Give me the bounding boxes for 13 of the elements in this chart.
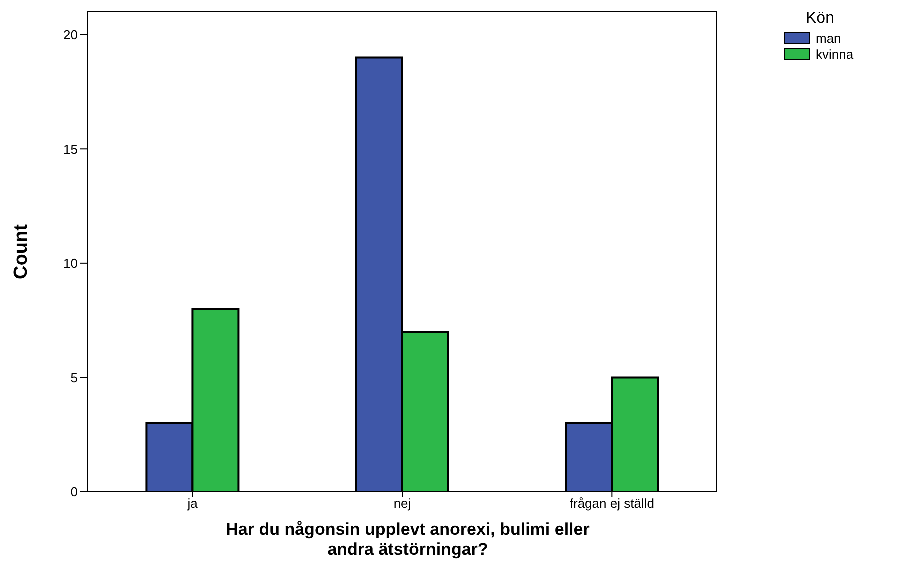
x-tick-label: ja <box>186 496 199 512</box>
legend-title: Kön <box>806 10 836 28</box>
x-tick-label: frågan ej ställd <box>570 496 654 512</box>
x-axis-title: Har du någonsin upplevt anorexi, bulimi eller andra ätstörningar? <box>226 520 590 559</box>
x-tick-label: nej <box>394 496 412 512</box>
y-tick-label: 15 <box>64 142 78 157</box>
y-tick-label: 5 <box>70 370 78 386</box>
y-tick-label: 0 <box>70 484 78 500</box>
legend-label: kvinna <box>815 46 855 62</box>
y-axis-title: Count <box>11 224 32 280</box>
y-tick-label: 20 <box>64 27 78 42</box>
legend-label: man <box>815 30 842 46</box>
y-tick-label: 10 <box>64 256 78 272</box>
